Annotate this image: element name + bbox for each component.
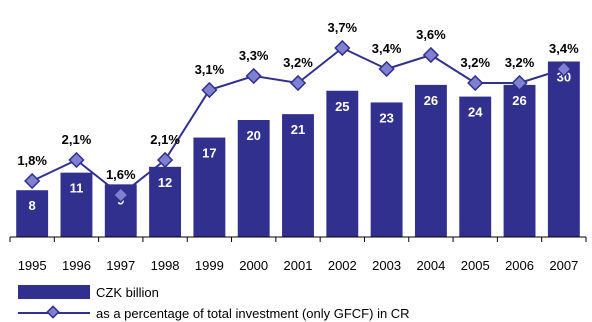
bar-2003 (370, 102, 403, 237)
percentage-point-2003 (378, 60, 395, 78)
x-tick-label-1997: 1997 (106, 258, 135, 273)
bar-value-label-2006: 26 (512, 93, 526, 108)
percentage-label-1998: 2,1% (150, 132, 180, 147)
percentage-label-1999: 3,1% (195, 62, 225, 77)
percentage-point-2001 (289, 74, 307, 92)
percentage-label-2007: 3,4% (549, 41, 579, 56)
bar-2001 (282, 114, 314, 237)
bar-series: 811912172021252326242630 (16, 61, 580, 238)
bar-value-label-1996: 11 (70, 181, 84, 196)
bar-value-label-1998: 12 (158, 175, 172, 190)
bar-value-label-2004: 26 (424, 93, 438, 108)
percentage-series: 1,8% 2,1% 1,6% 2,1% 3,1% 3,3% 3,2% 3,7% 3,4% 3,6%… (17, 20, 579, 204)
x-tick-label-2003: 2003 (372, 258, 401, 273)
percentage-point-2002 (334, 39, 351, 57)
percentage-label-2000: 3,3% (239, 48, 269, 63)
percentage-point-1996 (68, 151, 85, 169)
percentage-point-1997 (112, 186, 129, 204)
x-tick-label-1999: 1999 (195, 258, 224, 273)
legend-line-marker-icon (46, 305, 60, 319)
percentage-label-2003: 3,4% (372, 41, 402, 56)
x-tick-label-2006: 2006 (505, 258, 534, 273)
legend-line-label: as a percentage of total investment (onl… (96, 306, 410, 321)
legend-bar-label: CZK billion (96, 285, 159, 300)
bar-1998 (149, 166, 182, 237)
x-tick-label-1996: 1996 (62, 258, 91, 273)
percentage-point-2004 (422, 46, 440, 64)
percentage-label-2001: 3,2% (283, 55, 313, 70)
bar-1999 (193, 137, 226, 237)
x-tick-label-2007: 2007 (549, 258, 578, 273)
bar-value-label-1999: 17 (202, 146, 216, 161)
x-tick-label-2000: 2000 (239, 258, 268, 273)
percentage-point-1995 (24, 172, 41, 190)
x-tick-label-1995: 1995 (18, 258, 47, 273)
bar-1995 (16, 190, 49, 237)
bar-2006 (503, 84, 536, 238)
percentage-point-2005 (467, 74, 484, 92)
percentage-label-1997: 1,6% (106, 167, 136, 182)
bar-value-label-2001: 21 (291, 122, 305, 137)
percentage-label-2006: 3,2% (505, 55, 535, 70)
bar-value-label-2005: 24 (468, 105, 483, 120)
bar-2005 (459, 96, 492, 237)
bar-value-label-2000: 20 (246, 128, 260, 143)
percentage-label-2004: 3,6% (416, 27, 446, 42)
bar-value-label-2002: 25 (335, 99, 349, 114)
percentage-point-2006 (511, 74, 528, 92)
percentage-label-1996: 2,1% (62, 132, 92, 147)
percentage-label-2005: 3,2% (460, 55, 490, 70)
legend: CZK billion as a percentage of total inv… (18, 285, 410, 321)
bar-2002 (326, 90, 359, 237)
bar-1996 (60, 172, 93, 237)
percentage-label-1995: 1,8% (17, 153, 47, 168)
bar-value-label-2003: 23 (379, 110, 393, 125)
x-tick-label-2001: 2001 (284, 258, 313, 273)
bar-2007 (547, 61, 580, 237)
x-axis: 1995 1996 1997 1998 1999 2000 2001 2002 2003 2004… (9, 236, 587, 273)
percentage-point-1999 (201, 81, 218, 99)
legend-bar-swatch (18, 285, 90, 299)
percentage-point-2000 (245, 67, 262, 85)
x-tick-label-1998: 1998 (151, 258, 180, 273)
bar-value-label-1995: 8 (29, 198, 36, 213)
bar-2004 (414, 84, 447, 238)
percentage-label-2002: 3,7% (327, 20, 357, 35)
x-tick-label-2004: 2004 (416, 258, 445, 273)
percentage-point-1998 (156, 151, 174, 169)
x-tick-label-2005: 2005 (461, 258, 490, 273)
bar-2000 (237, 120, 270, 237)
x-tick-label-2002: 2002 (328, 258, 357, 273)
percentage-point-2007 (555, 60, 572, 78)
